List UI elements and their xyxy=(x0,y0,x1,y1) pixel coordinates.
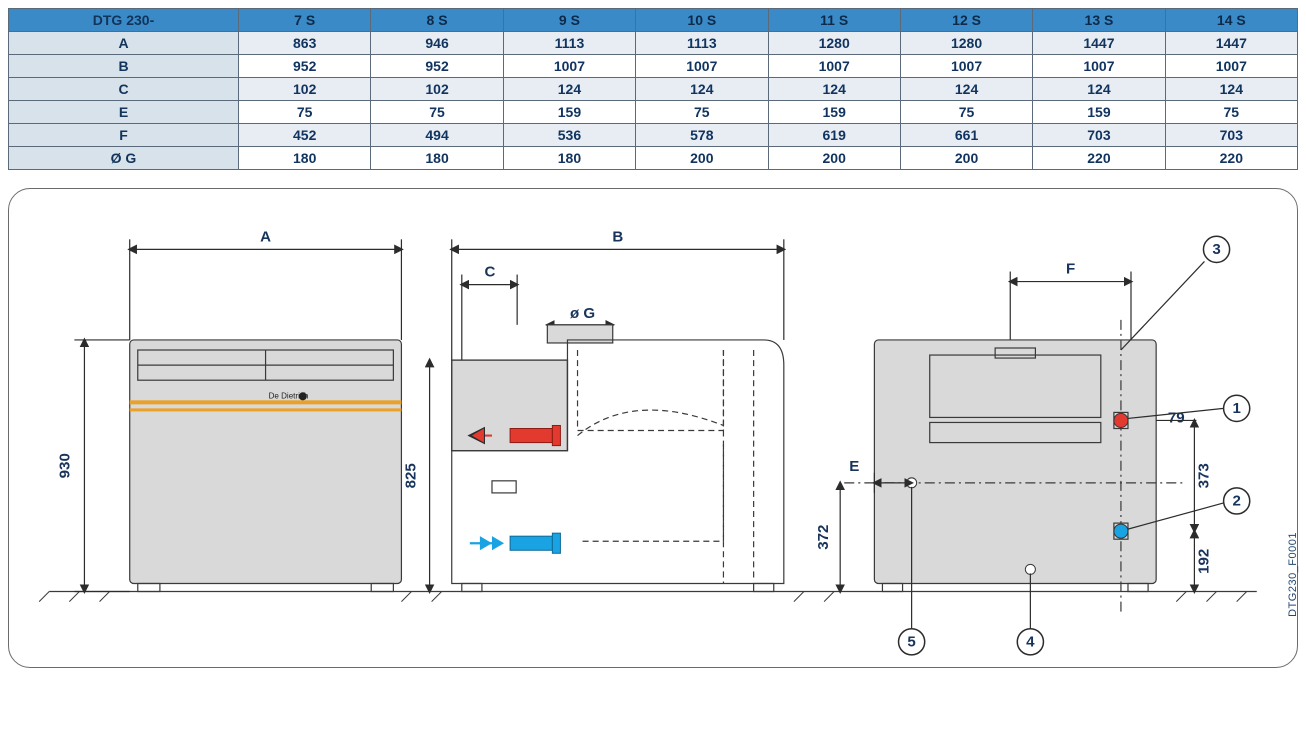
row-label: C xyxy=(9,78,239,101)
table-cell: 159 xyxy=(503,101,635,124)
col-header: 14 S xyxy=(1165,9,1297,32)
table-cell: 536 xyxy=(503,124,635,147)
table-cell: 1007 xyxy=(1033,55,1165,78)
dim-label-a: A xyxy=(260,228,271,245)
svg-text:1: 1 xyxy=(1232,400,1240,417)
table-cell: 200 xyxy=(900,147,1032,170)
table-cell: 619 xyxy=(768,124,900,147)
table-cell: 1280 xyxy=(768,32,900,55)
row-label: E xyxy=(9,101,239,124)
table-row: B952952100710071007100710071007 xyxy=(9,55,1298,78)
table-cell: 102 xyxy=(371,78,503,101)
cold-inlet-icon xyxy=(470,533,561,553)
dim-372: 372 xyxy=(815,525,832,550)
floor-hatch xyxy=(39,592,1247,602)
table-row: F452494536578619661703703 xyxy=(9,124,1298,147)
table-cell: 102 xyxy=(239,78,371,101)
table-cell: 1007 xyxy=(1165,55,1297,78)
table-title: DTG 230- xyxy=(9,9,239,32)
table-cell: 180 xyxy=(371,147,503,170)
table-cell: 1447 xyxy=(1033,32,1165,55)
dim-930: 930 xyxy=(56,453,73,478)
side-view: B C ø G 825 xyxy=(403,228,784,591)
table-cell: 863 xyxy=(239,32,371,55)
row-label: B xyxy=(9,55,239,78)
dim-label-c: C xyxy=(485,264,496,281)
svg-text:5: 5 xyxy=(907,633,915,650)
table-cell: 452 xyxy=(239,124,371,147)
col-header: 12 S xyxy=(900,9,1032,32)
row-label: Ø G xyxy=(9,147,239,170)
table-cell: 75 xyxy=(900,101,1032,124)
svg-text:4: 4 xyxy=(1026,633,1035,650)
table-cell: 703 xyxy=(1033,124,1165,147)
dim-825: 825 xyxy=(403,463,420,488)
rear-view: F E xyxy=(815,261,1212,612)
dim-79: 79 xyxy=(1168,409,1185,426)
table-cell: 124 xyxy=(503,78,635,101)
table-cell: 1007 xyxy=(636,55,768,78)
table-cell: 703 xyxy=(1165,124,1297,147)
table-cell: 159 xyxy=(1033,101,1165,124)
table-row: C102102124124124124124124 xyxy=(9,78,1298,101)
table-row: E7575159751597515975 xyxy=(9,101,1298,124)
dim-label-f: F xyxy=(1066,261,1075,278)
table-cell: 1007 xyxy=(503,55,635,78)
table-cell: 1007 xyxy=(900,55,1032,78)
table-cell: 220 xyxy=(1165,147,1297,170)
front-view: A 930 De Dietrich xyxy=(56,228,401,591)
table-cell: 1280 xyxy=(900,32,1032,55)
diagram-svg: A 930 De Dietrich xyxy=(9,189,1297,667)
col-header: 7 S xyxy=(239,9,371,32)
col-header: 8 S xyxy=(371,9,503,32)
dim-label-e: E xyxy=(849,458,859,475)
table-cell: 75 xyxy=(371,101,503,124)
table-cell: 159 xyxy=(768,101,900,124)
table-cell: 952 xyxy=(371,55,503,78)
dim-label-b: B xyxy=(612,228,623,245)
table-cell: 578 xyxy=(636,124,768,147)
table-cell: 1007 xyxy=(768,55,900,78)
table-cell: 200 xyxy=(636,147,768,170)
table-cell: 124 xyxy=(636,78,768,101)
table-cell: 946 xyxy=(371,32,503,55)
row-label: A xyxy=(9,32,239,55)
table-cell: 220 xyxy=(1033,147,1165,170)
table-cell: 75 xyxy=(636,101,768,124)
table-cell: 1447 xyxy=(1165,32,1297,55)
table-cell: 124 xyxy=(1033,78,1165,101)
table-cell: 124 xyxy=(900,78,1032,101)
table-cell: 180 xyxy=(239,147,371,170)
dimension-diagram: DTG230_F0001 xyxy=(8,188,1298,668)
col-header: 11 S xyxy=(768,9,900,32)
row-label: F xyxy=(9,124,239,147)
table-cell: 124 xyxy=(768,78,900,101)
table-row: A863946111311131280128014471447 xyxy=(9,32,1298,55)
table-cell: 1113 xyxy=(636,32,768,55)
table-row: Ø G180180180200200200220220 xyxy=(9,147,1298,170)
dim-192: 192 xyxy=(1195,549,1212,574)
table-cell: 124 xyxy=(1165,78,1297,101)
table-cell: 75 xyxy=(239,101,371,124)
dim-373: 373 xyxy=(1195,463,1212,488)
table-cell: 661 xyxy=(900,124,1032,147)
col-header: 9 S xyxy=(503,9,635,32)
col-header: 13 S xyxy=(1033,9,1165,32)
spec-table: DTG 230- 7 S 8 S 9 S 10 S 11 S 12 S 13 S… xyxy=(8,8,1298,170)
table-cell: 75 xyxy=(1165,101,1297,124)
svg-text:2: 2 xyxy=(1232,492,1240,509)
dim-label-g: ø G xyxy=(570,305,595,322)
table-cell: 180 xyxy=(503,147,635,170)
svg-text:3: 3 xyxy=(1212,241,1220,258)
col-header: 10 S xyxy=(636,9,768,32)
table-cell: 200 xyxy=(768,147,900,170)
table-cell: 1113 xyxy=(503,32,635,55)
table-cell: 952 xyxy=(239,55,371,78)
table-cell: 494 xyxy=(371,124,503,147)
